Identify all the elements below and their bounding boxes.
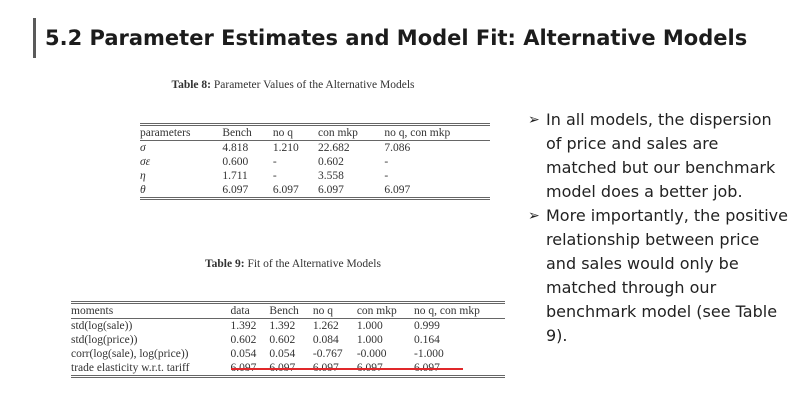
table8-cell: 7.086: [384, 142, 411, 154]
table9-cell: 0.999: [414, 320, 440, 332]
highlight-underline: [231, 368, 463, 370]
table9-header-cell: no q: [312, 302, 357, 319]
table9-cell: 0.054: [230, 348, 257, 360]
table8-row: σε 0.600 - 0.602 -: [140, 155, 490, 169]
table9-header-cell: Bench: [269, 302, 313, 319]
bullet-text: More importantly, the positive relations…: [546, 206, 788, 345]
table8: parameters Bench no q con mkp no q, con …: [140, 123, 490, 200]
bullet-item: ➢ More importantly, the positive relatio…: [528, 204, 790, 348]
table8-cell: -: [384, 170, 389, 182]
table9-cell: 1.000: [356, 334, 383, 346]
slide-title: 5.2 Parameter Estimates and Model Fit: A…: [45, 26, 748, 50]
table8-header-cell: con mkp: [317, 124, 385, 141]
table9-row: corr(log(sale), log(price)) 0.054 0.054 …: [71, 347, 505, 361]
table8-cell: 1.711: [222, 170, 248, 182]
arrow-bullet-icon: ➢: [528, 112, 540, 128]
table9-caption: Table 9: Fit of the Alternative Models: [43, 258, 543, 270]
table9-cell: -0.767: [312, 348, 343, 360]
table9-cell: 0.084: [312, 334, 339, 346]
table8-header-cell: no q, con mkp: [384, 124, 490, 141]
tables-panel: Table 8: Parameter Values of the Alterna…: [43, 68, 543, 398]
table9-cell: 0.164: [414, 334, 440, 346]
table9: moments data Bench no q con mkp no q, co…: [71, 301, 505, 378]
title-accent-bar: [33, 18, 36, 58]
bullet-item: ➢ In all models, the dispersion of price…: [528, 108, 790, 204]
table8-header-cell: Bench: [222, 124, 273, 141]
table8-header-cell: no q: [272, 124, 318, 141]
table8-cell: σε: [140, 156, 151, 168]
table9-cell: 0.602: [230, 334, 257, 346]
table8-cell: -: [272, 170, 277, 182]
table8-cell: 3.558: [317, 170, 344, 182]
table9-header-row: moments data Bench no q con mkp no q, co…: [71, 302, 505, 319]
table8-cell: σ: [140, 142, 146, 154]
table9-cell: corr(log(sale), log(price)): [71, 348, 189, 360]
table9-cell: -0.000: [356, 348, 387, 360]
table9-row: std(log(price)) 0.602 0.602 0.084 1.000 …: [71, 333, 505, 347]
table8-caption-label: Table 8:: [171, 79, 211, 91]
table8-cell: 6.097: [222, 184, 249, 196]
table8-cell: -: [272, 156, 277, 168]
table9-header-cell: data: [230, 302, 270, 319]
table8-cell: 6.097: [317, 184, 344, 196]
table9-row: std(log(sale)) 1.392 1.392 1.262 1.000 0…: [71, 319, 505, 334]
table9-cell: std(log(price)): [71, 334, 138, 346]
table9-header-cell: no q, con mkp: [414, 302, 505, 319]
bullet-list: ➢ In all models, the dispersion of price…: [528, 108, 790, 348]
bullet-text: In all models, the dispersion of price a…: [546, 110, 776, 201]
table8-caption-text: Parameter Values of the Alternative Mode…: [213, 79, 415, 91]
table9-caption-text: Fit of the Alternative Models: [247, 258, 381, 270]
table8-cell: 4.818: [222, 142, 249, 154]
table9-cell: 0.602: [269, 334, 296, 346]
table9-cell: 1.392: [230, 320, 257, 332]
table9-cell: std(log(sale)): [71, 320, 133, 332]
table8-cell: 22.682: [317, 142, 350, 154]
table8-row: θ 6.097 6.097 6.097 6.097: [140, 183, 490, 199]
table8-header-cell: parameters: [140, 124, 223, 141]
table9-header-cell: moments: [71, 302, 231, 319]
table8-cell: θ: [140, 184, 146, 196]
table9-cell: 1.392: [269, 320, 296, 332]
table8-row: η 1.711 - 3.558 -: [140, 169, 490, 183]
table8-cell: 0.602: [317, 156, 344, 168]
table9-cell: 0.054: [269, 348, 296, 360]
table8-cell: 6.097: [384, 184, 411, 196]
table9-cell: -1.000: [414, 348, 444, 360]
table8-cell: 0.600: [222, 156, 249, 168]
arrow-bullet-icon: ➢: [528, 208, 540, 224]
table8-caption: Table 8: Parameter Values of the Alterna…: [43, 79, 543, 91]
table8-cell: η: [140, 170, 146, 182]
table9-cell: 1.262: [312, 320, 339, 332]
table8-header-row: parameters Bench no q con mkp no q, con …: [140, 124, 490, 141]
table8-cell: 6.097: [272, 184, 299, 196]
table8-row: σ 4.818 1.210 22.682 7.086: [140, 141, 490, 156]
table9-cell: 1.000: [356, 320, 383, 332]
table8-cell: 1.210: [272, 142, 299, 154]
table9-header-cell: con mkp: [356, 302, 415, 319]
table8-cell: -: [384, 156, 389, 168]
table9-caption-label: Table 9:: [205, 258, 245, 270]
table9-cell: trade elasticity w.r.t. tariff: [71, 362, 190, 374]
